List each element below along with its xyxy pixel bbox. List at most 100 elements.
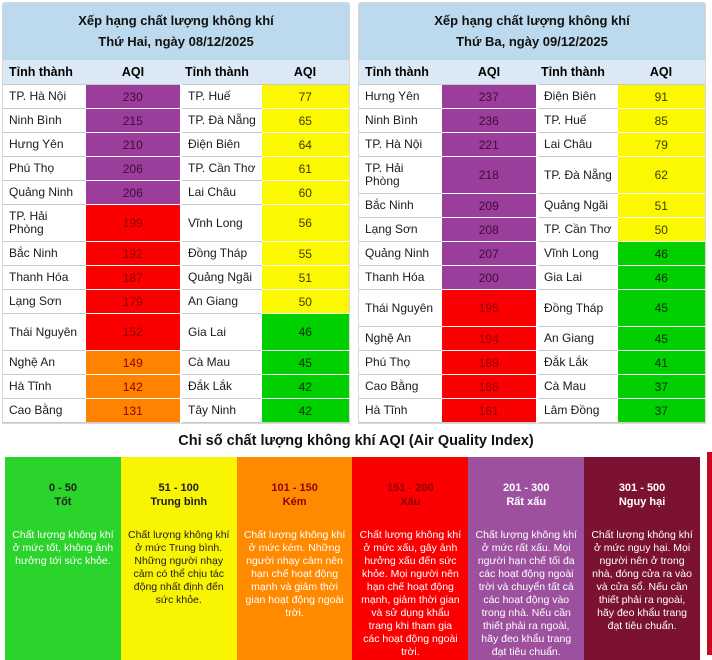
table-row: Ninh Bình 236 TP. Huế 85: [359, 108, 705, 133]
legend-range-label: 301 - 500 Nguy hại: [584, 481, 700, 509]
province-name: Phú Thọ: [3, 156, 85, 181]
aqi-value: 152: [84, 313, 182, 351]
province-name: Ninh Bình: [3, 108, 85, 133]
aqi-value: 200: [440, 265, 538, 290]
table-row: Quảng Ninh 206 Lai Châu 60: [3, 180, 349, 205]
province-name: TP. Đà Nẵng: [181, 108, 261, 133]
aqi-value: 142: [84, 374, 182, 399]
province-name: Bắc Ninh: [359, 193, 441, 218]
column-header: AQI: [441, 60, 537, 85]
province-name: Quảng Ngãi: [181, 265, 261, 290]
table-row: Cao Bằng 186 Cà Mau 37: [359, 374, 705, 399]
legend-category-hazardous: 301 - 500 Nguy hại Chất lượng không khí …: [584, 457, 700, 660]
table-row: Bắc Ninh 209 Quảng Ngãi 51: [359, 193, 705, 218]
legend-level-name: Rất xấu: [506, 496, 547, 508]
column-header: AQI: [85, 60, 181, 85]
aqi-value: 194: [440, 326, 538, 351]
table-title-bar: Xếp hạng chất lượng không khí Thứ Hai, n…: [3, 3, 349, 60]
province-name: Lạng Sơn: [359, 217, 441, 242]
province-name: Nghệ An: [359, 326, 441, 351]
province-name: Điện Biên: [181, 132, 261, 157]
table-row: Thanh Hóa 187 Quảng Ngãi 51: [3, 265, 349, 290]
province-name: Cà Mau: [537, 374, 617, 399]
aqi-value: 37: [616, 398, 705, 423]
province-name: Hưng Yên: [359, 84, 441, 109]
aqi-value: 192: [84, 241, 182, 266]
province-name: Đắk Lắk: [181, 374, 261, 399]
legend-title: Chỉ số chất lượng không khí AQI (Air Qua…: [178, 433, 534, 449]
column-header: AQI: [261, 60, 349, 85]
aqi-value: 62: [616, 156, 705, 194]
province-name: Điện Biên: [537, 84, 617, 109]
province-name: An Giang: [181, 289, 261, 314]
province-name: Vĩnh Long: [537, 241, 617, 266]
province-name: Gia Lai: [181, 313, 261, 351]
legend-range: 151 - 200: [387, 482, 434, 494]
aqi-value: 45: [260, 350, 349, 375]
table-title: Xếp hạng chất lượng không khí: [434, 13, 630, 28]
aqi-value: 61: [260, 156, 349, 181]
table-row: Hà Tĩnh 161 Lâm Đồng 37: [359, 398, 705, 423]
aqi-value: 91: [616, 84, 705, 109]
column-header: Tỉnh thành: [537, 60, 617, 85]
aqi-legend: Chỉ số chất lượng không khí AQI (Air Qua…: [0, 433, 712, 660]
aqi-value: 199: [84, 204, 182, 242]
aqi-ranking-table: Tỉnh thành AQI Tỉnh thành AQI TP. Hà Nội…: [3, 60, 349, 423]
aqi-value: 208: [440, 217, 538, 242]
legend-description: Chất lượng không khí ở mức kém. Những ng…: [243, 529, 346, 619]
aqi-table-day2: Xếp hạng chất lượng không khí Thứ Ba, ng…: [358, 2, 706, 424]
aqi-value: 206: [84, 180, 182, 205]
province-name: TP. Hà Nội: [3, 84, 85, 109]
aqi-value: 41: [616, 350, 705, 375]
legend-description: Chất lượng không khí ở mức Trung bình. N…: [128, 529, 230, 606]
province-name: Ninh Bình: [359, 108, 441, 133]
province-name: Quảng Ninh: [359, 241, 441, 266]
province-name: Đồng Tháp: [537, 289, 617, 327]
province-name: Cao Bằng: [3, 398, 85, 423]
table-row: Thái Nguyên 152 Gia Lai 46: [3, 313, 349, 351]
province-name: Hà Tĩnh: [359, 398, 441, 423]
aqi-value: 210: [84, 132, 182, 157]
legend-level-name: Nguy hại: [618, 496, 666, 508]
legend-category-very-bad: 201 - 300 Rất xấu Chất lượng không khí ở…: [468, 457, 585, 660]
aqi-value: 206: [84, 156, 182, 181]
province-name: Quảng Ninh: [3, 180, 85, 205]
table-date: Thứ Hai, ngày 08/12/2025: [98, 34, 254, 49]
province-name: Cao Bằng: [359, 374, 441, 399]
legend-scale: 0 - 50 Tốt Chất lượng không khí ở mức tố…: [5, 457, 700, 660]
province-name: Thái Nguyên: [3, 313, 85, 351]
province-name: TP. Huế: [181, 84, 261, 109]
column-header: AQI: [617, 60, 705, 85]
ranking-tables: Xếp hạng chất lượng không khí Thứ Hai, n…: [2, 2, 706, 424]
column-header: Tỉnh thành: [359, 60, 441, 85]
province-name: Nghệ An: [3, 350, 85, 375]
aqi-value: 45: [616, 326, 705, 351]
aqi-value: 55: [260, 241, 349, 266]
province-name: Đắk Lắk: [537, 350, 617, 375]
legend-level-name: Kém: [282, 496, 307, 508]
province-name: Thanh Hóa: [359, 265, 441, 290]
legend-level-name: Xấu: [400, 496, 421, 508]
table-row: Hưng Yên 237 Điện Biên 91: [359, 84, 705, 109]
legend-category-good: 0 - 50 Tốt Chất lượng không khí ở mức tố…: [5, 457, 121, 660]
aqi-value: 51: [260, 265, 349, 290]
province-name: Cà Mau: [181, 350, 261, 375]
province-name: Hà Tĩnh: [3, 374, 85, 399]
province-name: Lâm Đồng: [537, 398, 617, 423]
table-row: Nghệ An 194 An Giang 45: [359, 326, 705, 351]
table-row: Hưng Yên 210 Điện Biên 64: [3, 132, 349, 157]
table-row: Phú Thọ 189 Đắk Lắk 41: [359, 350, 705, 375]
legend-range: 0 - 50: [48, 482, 77, 494]
aqi-value: 51: [616, 193, 705, 218]
province-name: TP. Đà Nẵng: [537, 156, 617, 194]
legend-description: Chất lượng không khí ở mức rất xấu. Mọi …: [475, 529, 577, 658]
province-name: Thanh Hóa: [3, 265, 85, 290]
province-name: Thái Nguyên: [359, 289, 441, 327]
legend-range: 101 - 150: [271, 482, 318, 494]
aqi-value: 37: [616, 374, 705, 399]
legend-range-label: 201 - 300 Rất xấu: [468, 481, 584, 509]
legend-description: Chất lượng không khí ở mức xấu, gây ảnh …: [359, 529, 462, 658]
table-title: Xếp hạng chất lượng không khí: [78, 13, 274, 28]
legend-description: Chất lượng không khí ở mức nguy hại. Mọi…: [591, 529, 693, 632]
aqi-value: 237: [440, 84, 538, 109]
